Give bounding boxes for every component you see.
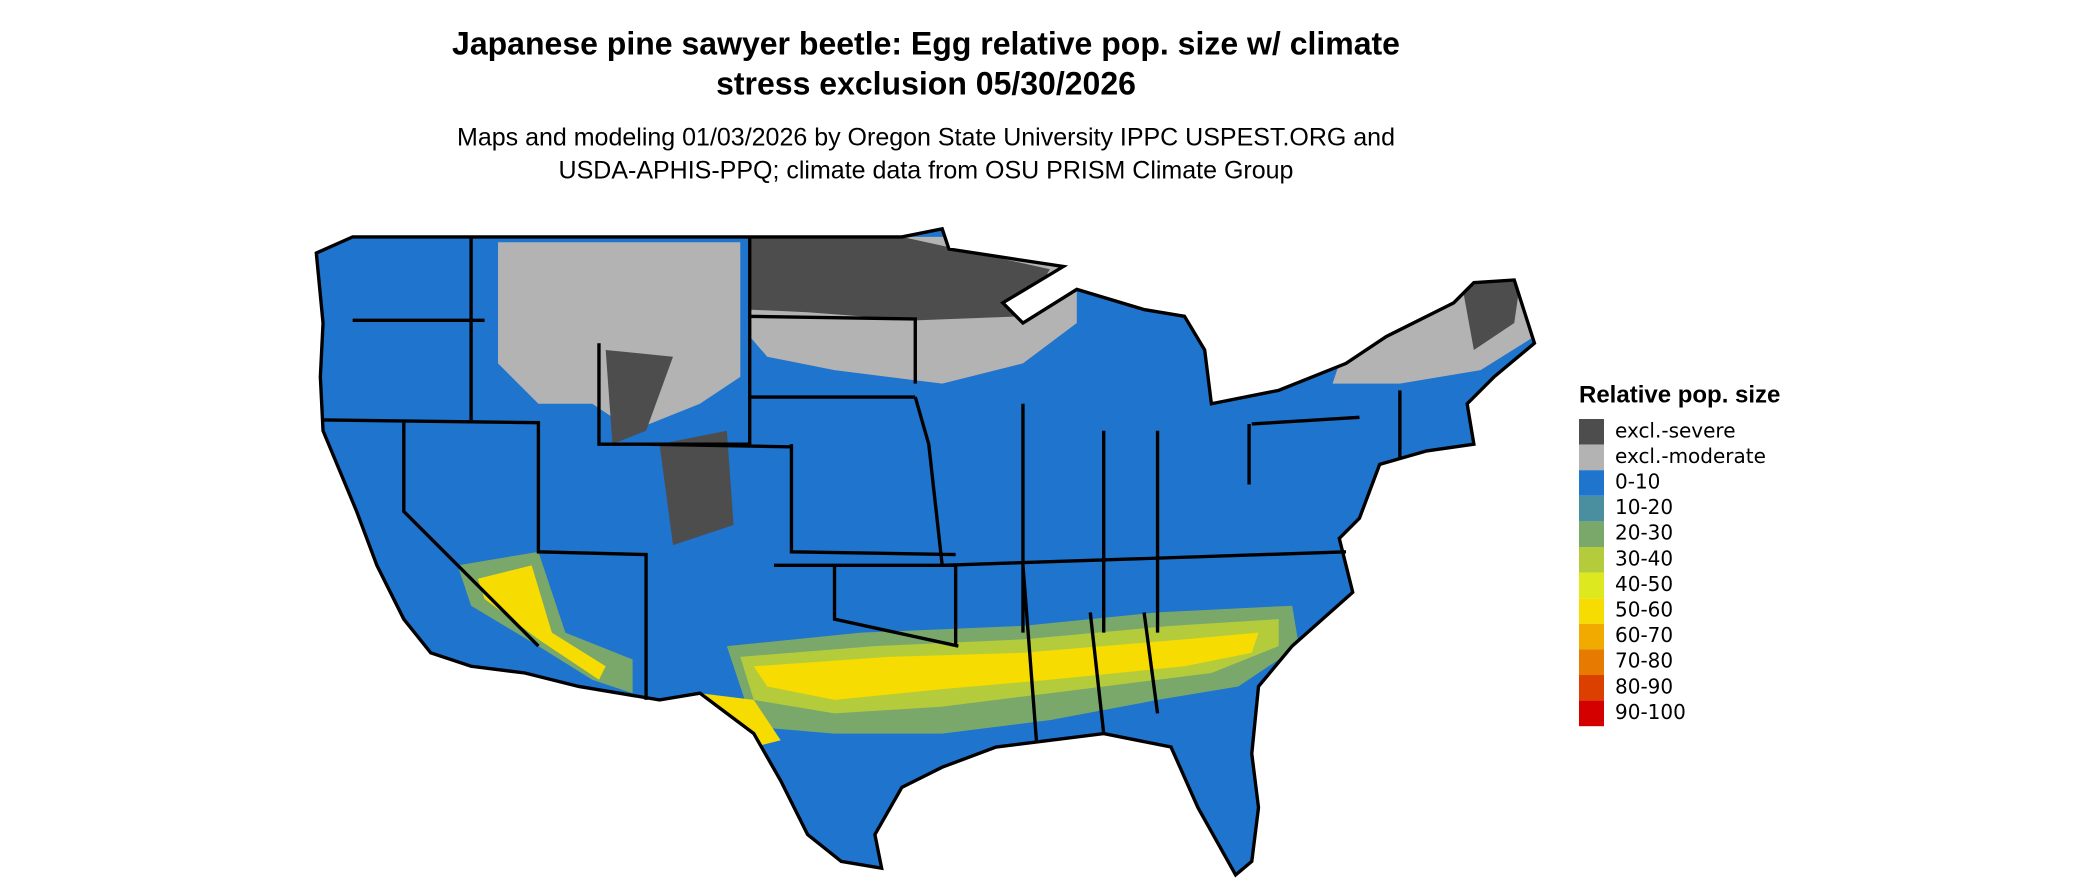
legend-swatch — [1579, 470, 1604, 496]
legend-swatch — [1579, 521, 1604, 547]
legend-swatch — [1579, 419, 1604, 445]
state-borders — [314, 226, 1537, 878]
legend-swatch — [1579, 547, 1604, 573]
legend-label: 40-50 — [1615, 572, 1673, 596]
legend-label: 60-70 — [1615, 623, 1673, 647]
legend-label: excl.-severe — [1615, 418, 1736, 442]
legend-label: 20-30 — [1615, 521, 1673, 545]
legend-swatch — [1579, 675, 1604, 701]
region — [659, 430, 734, 546]
region — [605, 349, 673, 445]
legend-label: 30-40 — [1615, 546, 1673, 570]
legend-swatch — [1579, 495, 1604, 522]
region — [1460, 275, 1521, 350]
legend-label: 50-60 — [1615, 598, 1673, 622]
region — [477, 565, 606, 680]
legend: excl.-severeexcl.-moderate0-1010-2020-30… — [1579, 418, 1766, 727]
legend-label: 70-80 — [1615, 649, 1673, 673]
us-map — [314, 226, 1537, 878]
legend-swatch — [1579, 444, 1604, 471]
legend-title: Relative pop. size — [1579, 381, 1780, 408]
legend-swatch — [1579, 700, 1604, 727]
region — [749, 236, 1050, 321]
legend-swatch — [1579, 572, 1604, 599]
title-line: stress exclusion 05/30/2026 — [716, 65, 1136, 101]
legend-label: excl.-moderate — [1615, 444, 1766, 468]
legend-swatch — [1579, 649, 1604, 675]
legend-swatch — [1579, 623, 1604, 650]
subtitle-line: Maps and modeling 01/03/2026 by Oregon S… — [457, 124, 1395, 152]
region — [753, 632, 1259, 700]
legend-label: 0-10 — [1615, 470, 1660, 494]
subtitle-line: USDA-APHIS-PPQ; climate data from OSU PR… — [559, 157, 1294, 185]
legend-label: 90-100 — [1615, 700, 1686, 724]
map-fill — [316, 228, 1535, 875]
legend-swatch — [1579, 598, 1604, 624]
legend-label: 10-20 — [1615, 495, 1673, 519]
legend-label: 80-90 — [1615, 674, 1673, 698]
region — [498, 242, 741, 431]
title-line: Japanese pine sawyer beetle: Egg relativ… — [452, 25, 1400, 61]
